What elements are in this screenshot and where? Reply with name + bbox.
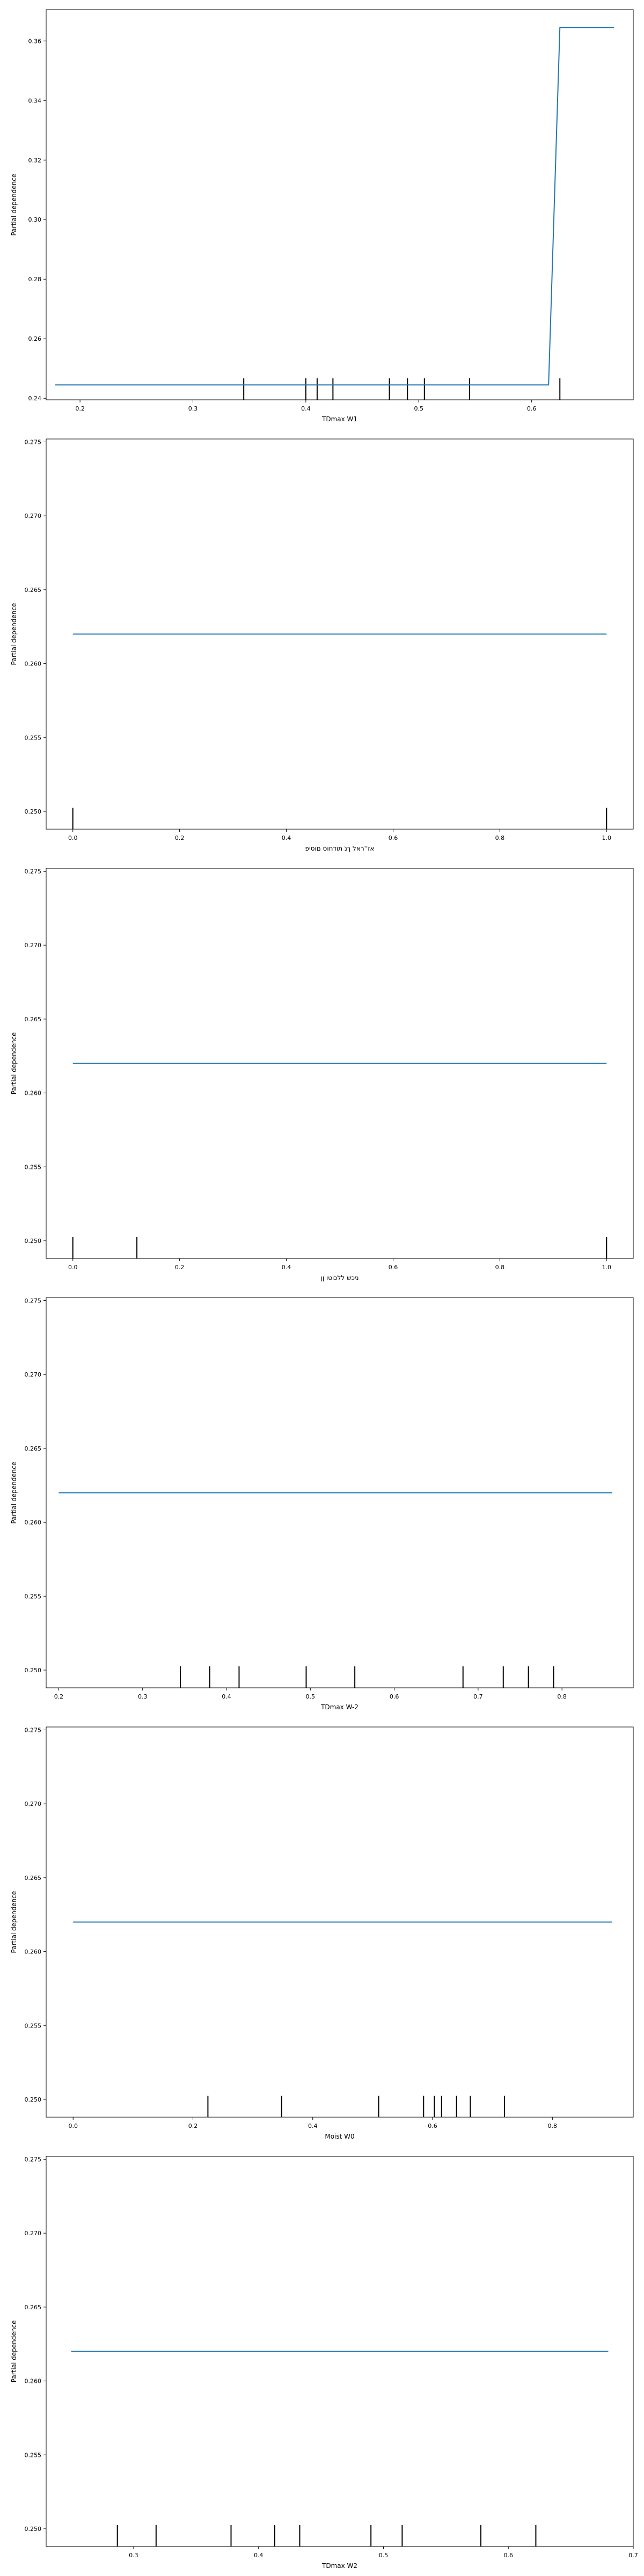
- y-tick-label: 0.250: [25, 2096, 42, 2103]
- y-tick-label: 0.270: [25, 1371, 42, 1378]
- y-tick-label: 0.26: [28, 335, 42, 342]
- axes-frame: [46, 1726, 634, 2118]
- x-tick-label: 0.6: [527, 405, 537, 412]
- x-tick-label: 0.5: [306, 1693, 316, 1700]
- x-axis-label: TDmax W-2: [320, 1703, 358, 1711]
- x-tick-label: 0.8: [548, 2123, 558, 2129]
- x-tick-label: 0.7: [473, 1693, 483, 1700]
- x-tick-label: 0.4: [301, 405, 311, 412]
- x-axis-label: אז''ראל ךנֹ תודחוס םוסיפ: [305, 845, 375, 852]
- y-tick-label: 0.265: [25, 1016, 42, 1023]
- y-tick-label: 0.36: [28, 38, 42, 45]
- axes-frame: [46, 9, 634, 400]
- x-tick-label: 0.2: [175, 835, 185, 841]
- x-tick-label: 0.7: [628, 2552, 638, 2559]
- y-axis-label: Partial dependence: [10, 2321, 18, 2383]
- x-tick-label: 0.4: [308, 2123, 318, 2129]
- y-tick-label: 0.270: [25, 942, 42, 949]
- y-axis-label: Partial dependence: [10, 603, 18, 665]
- x-tick-label: 0.4: [254, 2552, 264, 2559]
- x-tick-label: 0.4: [282, 835, 291, 841]
- x-tick-label: 0.8: [495, 1264, 505, 1271]
- y-tick-label: 0.34: [28, 97, 42, 104]
- x-tick-label: 0.2: [54, 1693, 64, 1700]
- y-tick-label: 0.250: [25, 1667, 42, 1674]
- y-tick-label: 0.275: [25, 439, 42, 446]
- x-tick-label: 1.0: [602, 1264, 612, 1271]
- x-axis-label: TDmax W2: [321, 2562, 357, 2570]
- x-tick-label: 0.6: [428, 2123, 437, 2129]
- x-axis-label: ניכש ללכוטו ןן: [321, 1274, 359, 1282]
- y-tick-label: 0.265: [25, 2304, 42, 2311]
- y-tick-label: 0.270: [25, 2230, 42, 2237]
- x-tick-label: 0.8: [495, 835, 505, 841]
- y-tick-label: 0.30: [28, 216, 42, 223]
- chart-panel-3: 0.0 0.2 0.4 0.6 0.8 1.0 0.250 0.255 0.260 0.265 0.…: [10, 868, 634, 1282]
- chart-panel-5: 0.0 0.2 0.4 0.6 0.8 0.250 0.255 0.260 0.265 0.270…: [10, 1726, 634, 2140]
- y-tick-label: 0.32: [28, 157, 42, 164]
- y-tick-label: 0.24: [28, 395, 42, 402]
- axes-frame: [46, 1297, 634, 1688]
- chart-panel-6: 0.3 0.4 0.5 0.6 0.7 0.250 0.255 0.260 0.265 0.270…: [10, 2156, 638, 2570]
- x-tick-label: 0.2: [175, 1264, 185, 1271]
- y-tick-label: 0.270: [25, 513, 42, 519]
- x-tick-label: 0.0: [68, 2123, 78, 2129]
- y-tick-label: 0.255: [25, 1593, 42, 1600]
- x-tick-label: 1.0: [602, 835, 612, 841]
- x-tick-label: 0.6: [503, 2552, 513, 2559]
- x-tick-label: 0.3: [129, 2552, 138, 2559]
- y-tick-label: 0.28: [28, 276, 42, 283]
- y-tick-label: 0.265: [25, 1445, 42, 1452]
- x-tick-label: 0.4: [222, 1693, 231, 1700]
- x-tick-label: 0.3: [188, 405, 198, 412]
- x-tick-label: 0.3: [138, 1693, 148, 1700]
- y-tick-label: 0.250: [25, 1238, 42, 1245]
- y-tick-label: 0.255: [25, 2451, 42, 2458]
- x-tick-label: 0.4: [282, 1264, 291, 1271]
- chart-panel-4: 0.2 0.3 0.4 0.5 0.6 0.7 0.8 0.250 0.255 0.260 0.26…: [10, 1297, 634, 1711]
- x-axis-label: Moist W0: [325, 2133, 354, 2140]
- x-axis-label: TDmax W1: [321, 415, 357, 423]
- axes-frame: [46, 438, 634, 830]
- y-tick-label: 0.260: [25, 2378, 42, 2385]
- chart-panel-2: 0.0 0.2 0.4 0.6 0.8 1.0 0.250 0.255 0.260 0.265 0.…: [10, 438, 634, 852]
- y-tick-label: 0.255: [25, 1163, 42, 1170]
- axes-frame: [46, 2156, 634, 2547]
- x-tick-label: 0.5: [414, 405, 424, 412]
- y-tick-label: 0.260: [25, 1090, 42, 1097]
- y-axis-label: Partial dependence: [10, 1891, 18, 1953]
- x-tick-label: 0.0: [68, 1264, 78, 1271]
- x-tick-label: 0.2: [75, 405, 85, 412]
- y-tick-label: 0.260: [25, 1519, 42, 1526]
- y-tick-label: 0.275: [25, 1298, 42, 1305]
- x-tick-label: 0.6: [389, 1264, 398, 1271]
- partial-dependence-line: [55, 27, 614, 386]
- y-tick-label: 0.255: [25, 734, 42, 741]
- x-tick-label: 0.2: [188, 2123, 198, 2129]
- y-tick-label: 0.265: [25, 1875, 42, 1882]
- y-tick-label: 0.260: [25, 1949, 42, 1956]
- chart-panel-1: 0.2 0.3 0.4 0.5 0.6 0.24 0.26 0.28 0.30 0.32 0.34 0…: [10, 9, 634, 423]
- y-tick-label: 0.265: [25, 587, 42, 594]
- x-tick-label: 0.6: [389, 835, 398, 841]
- x-tick-label: 0.6: [390, 1693, 399, 1700]
- y-tick-label: 0.270: [25, 1801, 42, 1807]
- x-tick-label: 0.0: [68, 835, 78, 841]
- y-tick-label: 0.275: [25, 2156, 42, 2163]
- y-tick-label: 0.275: [25, 868, 42, 875]
- y-tick-label: 0.260: [25, 661, 42, 668]
- y-tick-label: 0.255: [25, 2022, 42, 2029]
- x-tick-label: 0.8: [557, 1693, 567, 1700]
- axes-frame: [46, 868, 634, 1259]
- y-tick-label: 0.275: [25, 1727, 42, 1734]
- y-axis-label: Partial dependence: [10, 174, 18, 236]
- y-tick-label: 0.250: [25, 2526, 42, 2533]
- y-axis-label: Partial dependence: [10, 1462, 18, 1524]
- x-tick-label: 0.5: [379, 2552, 389, 2559]
- y-tick-label: 0.250: [25, 808, 42, 815]
- y-axis-label: Partial dependence: [10, 1033, 18, 1095]
